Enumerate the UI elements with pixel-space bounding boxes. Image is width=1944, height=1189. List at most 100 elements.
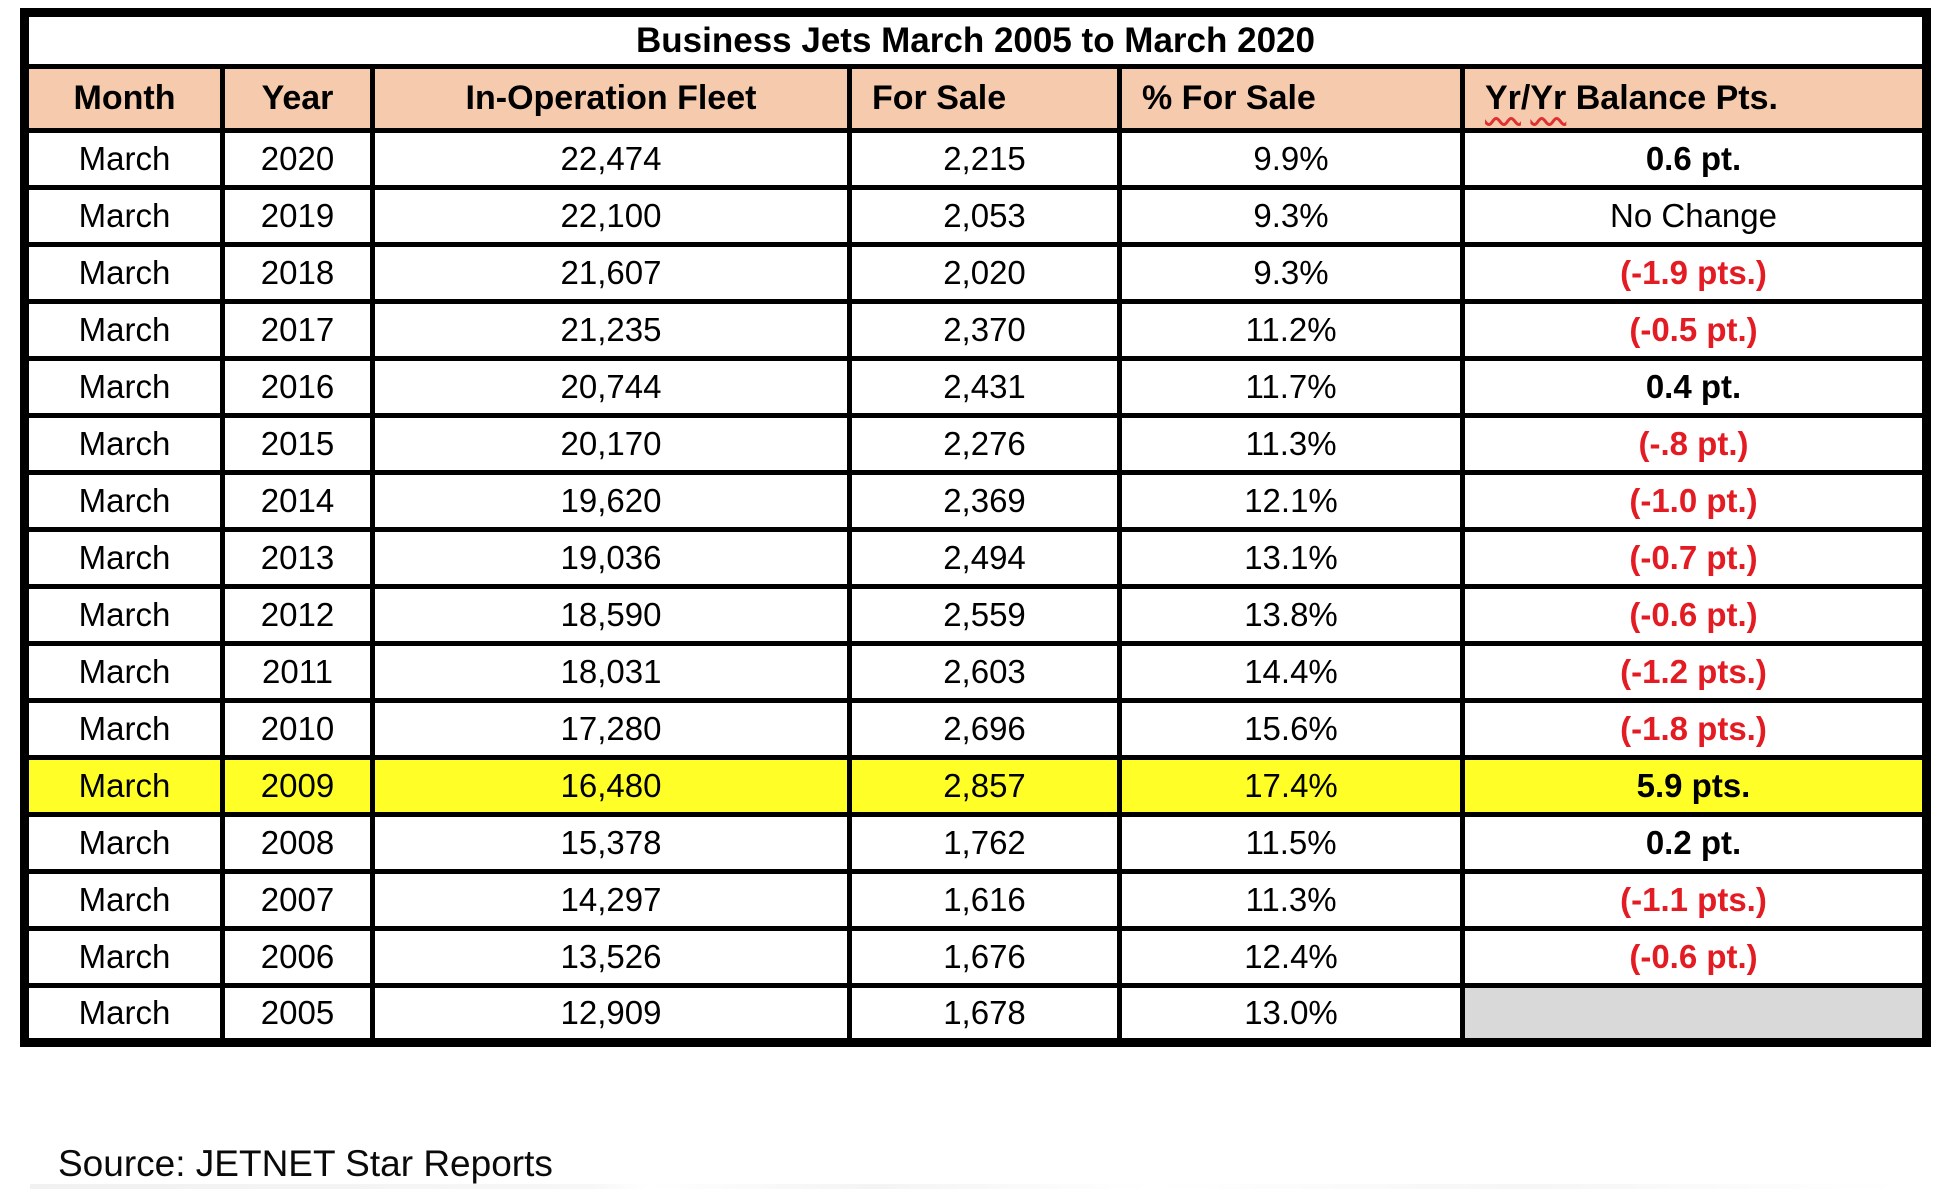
fleet-cell: 20,170 — [370, 413, 852, 475]
business-jets-table: Business Jets March 2005 to March 2020 M… — [20, 8, 1932, 1047]
balance-cell: (-.8 pt.) — [1459, 413, 1930, 475]
year-cell: 2005 — [220, 983, 375, 1045]
column-header-pct-for-sale: % For Sale — [1117, 64, 1465, 133]
table-body: March 2020 22,474 2,215 9.9% 0.6 pt. March 2019… — [22, 128, 1930, 1045]
for-sale-cell: 2,053 — [847, 185, 1122, 247]
fleet-cell: 15,378 — [370, 812, 852, 874]
month-cell: March — [22, 926, 225, 988]
table-row: March 2011 18,031 2,603 14.4% (-1.2 pts.) — [22, 641, 1930, 703]
table-row: March 2020 22,474 2,215 9.9% 0.6 pt. — [22, 128, 1930, 190]
pct-for-sale-cell: 11.7% — [1117, 356, 1465, 418]
fleet-cell: 16,480 — [370, 755, 852, 817]
fleet-cell: 19,620 — [370, 470, 852, 532]
balance-cell: (-1.0 pt.) — [1459, 470, 1930, 532]
month-cell: March — [22, 527, 225, 589]
pct-for-sale-cell: 11.3% — [1117, 869, 1465, 931]
fleet-cell: 20,744 — [370, 356, 852, 418]
column-header-balance: Yr/Yr Balance Pts. — [1459, 64, 1930, 133]
year-cell: 2009 — [220, 755, 375, 817]
month-cell: March — [22, 983, 225, 1045]
balance-cell: 0.2 pt. — [1459, 812, 1930, 874]
fleet-cell: 18,590 — [370, 584, 852, 646]
spellcheck-squiggle: Yr — [1485, 79, 1521, 117]
table-row: March 2008 15,378 1,762 11.5% 0.2 pt. — [22, 812, 1930, 874]
table-row: March 2009 16,480 2,857 17.4% 5.9 pts. — [22, 755, 1930, 817]
for-sale-cell: 2,857 — [847, 755, 1122, 817]
month-cell: March — [22, 128, 225, 190]
pct-for-sale-cell: 14.4% — [1117, 641, 1465, 703]
pct-for-sale-cell: 12.4% — [1117, 926, 1465, 988]
column-header-fleet: In-Operation Fleet — [370, 64, 852, 133]
pct-for-sale-cell: 11.2% — [1117, 299, 1465, 361]
year-cell: 2018 — [220, 242, 375, 304]
pct-for-sale-cell: 9.3% — [1117, 185, 1465, 247]
for-sale-cell: 2,276 — [847, 413, 1122, 475]
for-sale-cell: 2,215 — [847, 128, 1122, 190]
year-cell: 2006 — [220, 926, 375, 988]
balance-cell: (-1.8 pts.) — [1459, 698, 1930, 760]
balance-cell: 5.9 pts. — [1459, 755, 1930, 817]
column-header-for-sale: For Sale — [847, 64, 1122, 133]
month-cell: March — [22, 185, 225, 247]
table-row: March 2017 21,235 2,370 11.2% (-0.5 pt.) — [22, 299, 1930, 361]
for-sale-cell: 1,678 — [847, 983, 1122, 1045]
for-sale-cell: 1,762 — [847, 812, 1122, 874]
month-cell: March — [22, 242, 225, 304]
balance-cell: (-0.6 pt.) — [1459, 926, 1930, 988]
month-cell: March — [22, 470, 225, 532]
year-cell: 2020 — [220, 128, 375, 190]
source-attribution: Source: JETNET Star Reports — [58, 1143, 553, 1184]
for-sale-cell: 2,369 — [847, 470, 1122, 532]
table-title: Business Jets March 2005 to March 2020 — [21, 10, 1930, 69]
fleet-table-container: Business Jets March 2005 to March 2020 M… — [20, 8, 1932, 1047]
pct-for-sale-cell: 13.0% — [1117, 983, 1465, 1045]
balance-cell: (-0.5 pt.) — [1459, 299, 1930, 361]
fleet-cell: 18,031 — [370, 641, 852, 703]
for-sale-cell: 1,616 — [847, 869, 1122, 931]
pct-for-sale-cell: 11.3% — [1117, 413, 1465, 475]
year-cell: 2011 — [220, 641, 375, 703]
balance-cell — [1459, 983, 1930, 1045]
for-sale-cell: 2,559 — [847, 584, 1122, 646]
year-cell: 2015 — [220, 413, 375, 475]
year-cell: 2013 — [220, 527, 375, 589]
fleet-cell: 21,235 — [370, 299, 852, 361]
for-sale-cell: 2,603 — [847, 641, 1122, 703]
pct-for-sale-cell: 9.3% — [1117, 242, 1465, 304]
year-cell: 2008 — [220, 812, 375, 874]
fleet-cell: 17,280 — [370, 698, 852, 760]
title-row: Business Jets March 2005 to March 2020 — [21, 10, 1930, 69]
table-row: March 2010 17,280 2,696 15.6% (-1.8 pts.) — [22, 698, 1930, 760]
table-row: March 2014 19,620 2,369 12.1% (-1.0 pt.) — [22, 470, 1930, 532]
for-sale-cell: 2,696 — [847, 698, 1122, 760]
balance-cell: (-0.7 pt.) — [1459, 527, 1930, 589]
year-cell: 2014 — [220, 470, 375, 532]
year-cell: 2016 — [220, 356, 375, 418]
pct-for-sale-cell: 15.6% — [1117, 698, 1465, 760]
table-row: March 2007 14,297 1,616 11.3% (-1.1 pts.) — [22, 869, 1930, 931]
header-row: Month Year In-Operation Fleet For Sale% For… — [22, 64, 1930, 133]
year-cell: 2012 — [220, 584, 375, 646]
balance-cell: No Change — [1459, 185, 1930, 247]
fleet-cell: 14,297 — [370, 869, 852, 931]
year-cell: 2007 — [220, 869, 375, 931]
balance-cell: (-1.2 pts.) — [1459, 641, 1930, 703]
table-row: March 2018 21,607 2,020 9.3% (-1.9 pts.) — [22, 242, 1930, 304]
for-sale-cell: 2,494 — [847, 527, 1122, 589]
month-cell: March — [22, 869, 225, 931]
balance-cell: 0.6 pt. — [1459, 128, 1930, 190]
year-cell: 2010 — [220, 698, 375, 760]
fleet-cell: 13,526 — [370, 926, 852, 988]
table-row: March 2006 13,526 1,676 12.4% (-0.6 pt.) — [22, 926, 1930, 988]
table-row: March 2016 20,744 2,431 11.7% 0.4 pt. — [22, 356, 1930, 418]
fleet-cell: 22,100 — [370, 185, 852, 247]
table-row: March 2019 22,100 2,053 9.3% No Change — [22, 185, 1930, 247]
year-cell: 2019 — [220, 185, 375, 247]
fleet-cell: 19,036 — [370, 527, 852, 589]
month-cell: March — [22, 755, 225, 817]
column-header-year: Year — [220, 64, 375, 133]
month-cell: March — [22, 584, 225, 646]
for-sale-cell: 2,431 — [847, 356, 1122, 418]
for-sale-cell: 2,020 — [847, 242, 1122, 304]
spellcheck-squiggle: Yr — [1530, 79, 1567, 117]
